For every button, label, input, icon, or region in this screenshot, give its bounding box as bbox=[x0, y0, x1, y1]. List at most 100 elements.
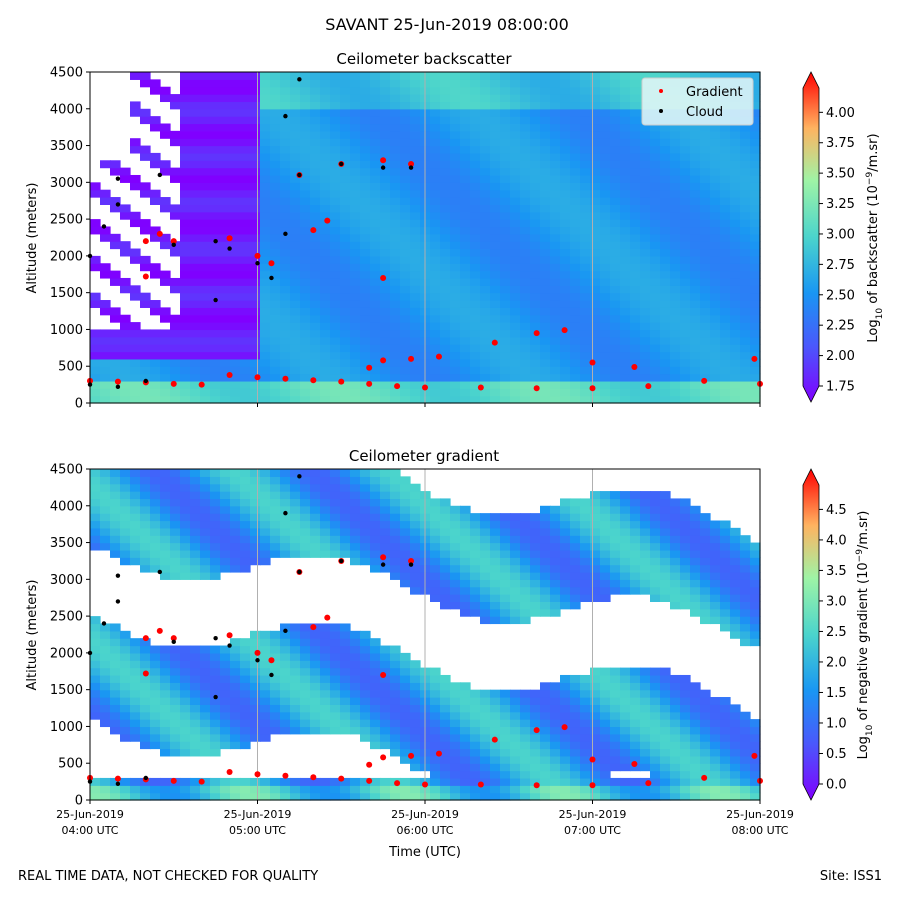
gradient-heatmap-cell bbox=[530, 549, 541, 558]
gradient-heatmap-cell bbox=[570, 711, 581, 720]
backscatter-heatmap-cell bbox=[430, 351, 441, 360]
gradient-heatmap-cell bbox=[450, 785, 461, 794]
backscatter-heatmap-cell bbox=[630, 285, 641, 294]
backscatter-heatmap-cell bbox=[180, 248, 191, 257]
gradient-heatmap-cell bbox=[720, 704, 731, 713]
gradient-heatmap-cell bbox=[440, 586, 451, 595]
backscatter-heatmap-cell bbox=[180, 263, 191, 272]
gradient-heatmap-cell bbox=[90, 711, 101, 720]
gradient-heatmap-cell bbox=[710, 527, 721, 536]
backscatter-heatmap-cell bbox=[730, 314, 741, 323]
gradient-heatmap-cell bbox=[540, 557, 551, 566]
backscatter-heatmap-cell bbox=[530, 160, 541, 169]
gradient-heatmap-cell bbox=[490, 777, 501, 786]
backscatter-heatmap-cell bbox=[160, 395, 171, 404]
backscatter-heatmap-cell bbox=[310, 108, 321, 117]
backscatter-heatmap-cell bbox=[570, 219, 581, 228]
backscatter-heatmap-cell bbox=[630, 351, 641, 360]
gradient-heatmap-cell bbox=[580, 520, 591, 529]
backscatter-heatmap-cell bbox=[250, 351, 261, 360]
gradient-heatmap-cell bbox=[450, 719, 461, 728]
gradient-heatmap-cell bbox=[380, 733, 391, 742]
backscatter-heatmap-cell bbox=[480, 86, 491, 95]
gradient-heatmap-cell bbox=[180, 557, 191, 566]
gradient-heatmap-cell bbox=[100, 785, 111, 794]
gradient-heatmap-cell bbox=[650, 704, 661, 713]
backscatter-heatmap-cell bbox=[490, 241, 501, 250]
backscatter-heatmap-cell bbox=[310, 388, 321, 397]
gradient-heatmap-cell bbox=[600, 733, 611, 742]
backscatter-heatmap-cell bbox=[570, 79, 581, 88]
backscatter-heatmap-cell bbox=[300, 204, 311, 213]
backscatter-heatmap-cell bbox=[600, 336, 611, 345]
gradient-heatmap-cell bbox=[320, 630, 331, 639]
backscatter-heatmap-cell bbox=[600, 241, 611, 250]
gradient-heatmap-cell bbox=[490, 549, 501, 558]
backscatter-heatmap-cell bbox=[740, 314, 751, 323]
backscatter-heatmap-cell bbox=[410, 160, 421, 169]
gradient-heatmap-cell bbox=[260, 505, 271, 514]
backscatter-heatmap-cell bbox=[550, 241, 561, 250]
gradient-heatmap-cell bbox=[520, 777, 531, 786]
gradient-heatmap-cell bbox=[430, 571, 441, 580]
gradient-heatmap-cell bbox=[430, 748, 441, 757]
backscatter-heatmap-cell bbox=[670, 226, 681, 235]
backscatter-heatmap-cell bbox=[210, 263, 221, 272]
backscatter-heatmap-cell bbox=[320, 351, 331, 360]
gradient-heatmap-cell bbox=[630, 535, 641, 544]
gradient-heatmap-cell bbox=[720, 601, 731, 610]
backscatter-heatmap-cell bbox=[240, 101, 251, 110]
backscatter-heatmap-cell bbox=[330, 270, 341, 279]
gradient-heatmap-cell bbox=[520, 792, 531, 801]
backscatter-heatmap-cell bbox=[570, 336, 581, 345]
gradient-heatmap-cell bbox=[210, 513, 221, 522]
gradient-heatmap-cell bbox=[100, 498, 111, 507]
gradient-heatmap-cell bbox=[170, 726, 181, 735]
backscatter-heatmap-cell bbox=[150, 263, 161, 272]
gradient-heatmap-cell bbox=[200, 711, 211, 720]
backscatter-heatmap-cell bbox=[460, 351, 471, 360]
gradient-heatmap-cell bbox=[630, 557, 641, 566]
backscatter-heatmap-cell bbox=[250, 270, 261, 279]
backscatter-heatmap-cell bbox=[130, 373, 141, 382]
backscatter-heatmap-cell bbox=[250, 248, 261, 257]
backscatter-heatmap-cell bbox=[620, 329, 631, 338]
backscatter-heatmap-cell bbox=[190, 255, 201, 264]
gradient-heatmap-cell bbox=[580, 726, 591, 735]
backscatter-heatmap-cell bbox=[190, 101, 201, 110]
gradient-heatmap-cell bbox=[690, 697, 701, 705]
backscatter-heatmap-cell bbox=[110, 314, 121, 323]
backscatter-heatmap-cell bbox=[180, 329, 191, 338]
gradient-heatmap-cell bbox=[340, 652, 351, 661]
gradient-heatmap-cell bbox=[370, 645, 381, 654]
backscatter-heatmap-cell bbox=[610, 197, 621, 205]
gradient-heatmap-cell bbox=[620, 513, 631, 522]
backscatter-heatmap-cell bbox=[560, 94, 571, 103]
backscatter-heatmap-cell bbox=[610, 72, 621, 80]
gradient-heatmap-cell bbox=[530, 770, 541, 779]
backscatter-heatmap-cell bbox=[160, 167, 171, 176]
gradient-heatmap-cell bbox=[480, 741, 491, 750]
backscatter-gradient-point bbox=[380, 357, 387, 364]
gradient-heatmap-cell bbox=[550, 557, 561, 566]
gradient-heatmap-cell bbox=[140, 689, 151, 698]
gradient-heatmap-cell bbox=[740, 719, 751, 728]
backscatter-heatmap-cell bbox=[530, 116, 541, 125]
gradient-heatmap-cell bbox=[280, 491, 291, 500]
backscatter-heatmap-cell bbox=[360, 241, 371, 250]
gradient-heatmap-cell bbox=[180, 726, 191, 735]
gradient-heatmap-cell bbox=[150, 564, 161, 573]
backscatter-heatmap-cell bbox=[260, 241, 271, 250]
gradient-heatmap-cell bbox=[690, 557, 701, 566]
backscatter-heatmap-cell bbox=[540, 270, 551, 279]
gradient-heatmap-cell bbox=[600, 755, 611, 764]
backscatter-heatmap-cell bbox=[710, 138, 721, 147]
backscatter-heatmap-cell bbox=[350, 292, 361, 301]
gradient-heatmap-cell bbox=[520, 571, 531, 580]
backscatter-heatmap-cell bbox=[460, 241, 471, 250]
backscatter-heatmap-cell bbox=[710, 255, 721, 264]
gradient-heatmap-cell bbox=[460, 527, 471, 536]
gradient-heatmap-cell bbox=[410, 748, 421, 757]
backscatter-heatmap-cell bbox=[680, 395, 691, 404]
